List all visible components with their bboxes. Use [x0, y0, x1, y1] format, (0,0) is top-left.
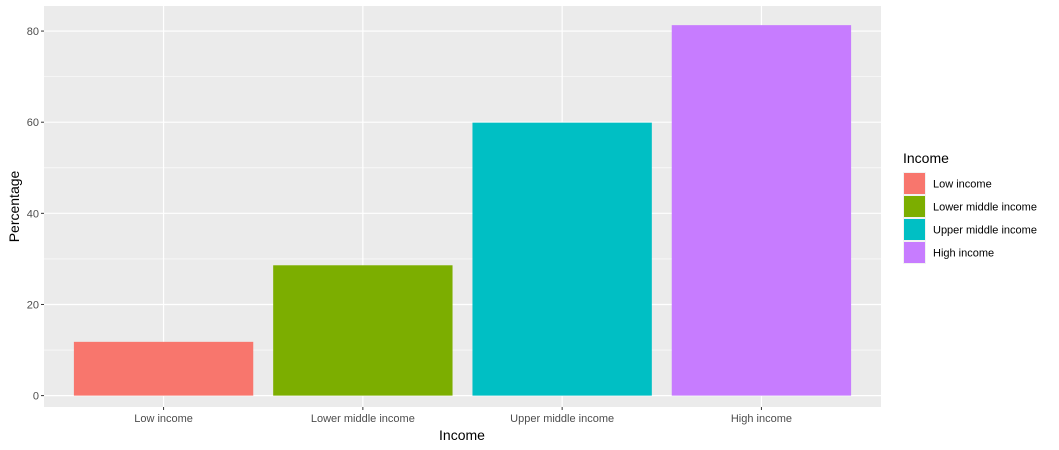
- y-tick-label: 20: [27, 299, 39, 311]
- legend-swatch: [904, 196, 925, 217]
- legend-swatch: [904, 219, 925, 240]
- y-tick-label: 60: [27, 117, 39, 129]
- y-tick-label: 80: [27, 26, 39, 38]
- bar: [73, 341, 254, 396]
- legend-swatch: [904, 242, 925, 263]
- bar: [671, 25, 852, 396]
- legend-title: Income: [903, 150, 949, 166]
- bar: [273, 265, 453, 396]
- legend: Income Low income Lower middle income Uppe…: [903, 150, 1037, 264]
- bar: [472, 122, 652, 396]
- y-axis: 0 20 40 60 80: [27, 26, 44, 403]
- x-axis: Low income Lower middle income Upper middl…: [134, 407, 792, 425]
- bars: [73, 25, 852, 396]
- x-tick-label: Low income: [134, 413, 193, 425]
- legend-swatch: [904, 173, 925, 194]
- legend-label: Low income: [933, 179, 992, 191]
- legend-label: High income: [933, 248, 994, 260]
- x-tick-label: Lower middle income: [311, 413, 415, 425]
- x-tick-label: High income: [731, 413, 792, 425]
- legend-label: Upper middle income: [933, 225, 1037, 237]
- x-axis-title: Income: [439, 427, 485, 443]
- x-tick-label: Upper middle income: [510, 413, 614, 425]
- y-tick-label: 40: [27, 208, 39, 220]
- legend-label: Lower middle income: [933, 202, 1037, 214]
- y-tick-label: 0: [33, 391, 39, 403]
- y-axis-title: Percentage: [6, 170, 22, 242]
